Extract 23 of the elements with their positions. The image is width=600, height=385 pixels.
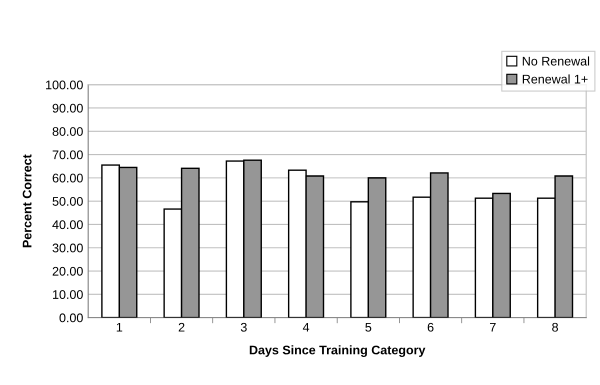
y-tick-label: 70.00 bbox=[52, 150, 83, 160]
y-axis-title: Percent Correct bbox=[22, 154, 32, 248]
x-tick-label: 5 bbox=[365, 322, 372, 332]
y-tick-label: 30.00 bbox=[52, 244, 83, 252]
x-tick-label: 2 bbox=[178, 322, 184, 332]
legend-label: Renewal 1+ bbox=[522, 74, 588, 84]
y-tick-label: 40.00 bbox=[52, 220, 83, 230]
x-tick-label: 8 bbox=[552, 322, 558, 332]
x-tick-label: 1 bbox=[116, 322, 122, 332]
y-tick-label: 20.00 bbox=[52, 266, 83, 276]
y-tick-label: 10.00 bbox=[53, 290, 83, 299]
y-tick-label: 50.00 bbox=[52, 196, 83, 206]
y-tick-label: 90.00 bbox=[52, 104, 83, 113]
y-tick-label: 100.00 bbox=[46, 80, 83, 90]
x-tick-label: 6 bbox=[428, 322, 434, 332]
y-tick-label: 80.00 bbox=[52, 127, 83, 136]
y-tick-label: 0.00 bbox=[60, 313, 83, 322]
y-tick-label: 60.00 bbox=[52, 174, 83, 183]
x-tick-label: 4 bbox=[302, 322, 310, 332]
x-tick-label: 3 bbox=[240, 322, 247, 332]
legend-label: No Renewal bbox=[522, 56, 590, 66]
x-tick-label: 7 bbox=[490, 322, 496, 332]
x-axis-title: Days Since Training Category bbox=[250, 345, 426, 357]
